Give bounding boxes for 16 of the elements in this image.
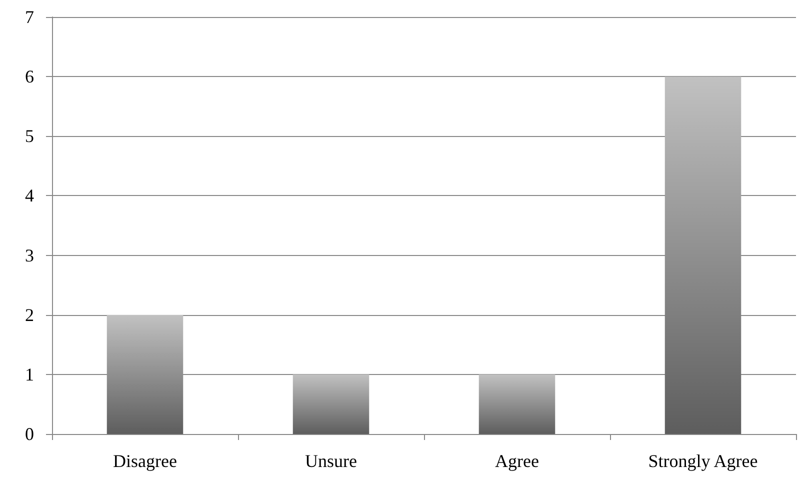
x-tick-label: Strongly Agree [648, 451, 758, 471]
bar [106, 314, 184, 434]
bar [478, 374, 556, 434]
x-tick-label: Disagree [113, 451, 177, 471]
y-tick-label: 4 [25, 186, 34, 206]
x-tick-label: Unsure [305, 451, 357, 471]
y-tick-label: 0 [25, 424, 34, 444]
y-tick-label: 5 [25, 126, 34, 146]
x-tick-label: Agree [495, 451, 539, 471]
y-tick-label: 1 [25, 364, 34, 384]
y-tick-label: 2 [25, 304, 34, 325]
bar [664, 76, 742, 434]
y-tick-label: 7 [25, 7, 34, 27]
bar [292, 374, 370, 434]
y-tick-label: 6 [25, 66, 34, 87]
y-tick-label: 3 [25, 245, 34, 266]
